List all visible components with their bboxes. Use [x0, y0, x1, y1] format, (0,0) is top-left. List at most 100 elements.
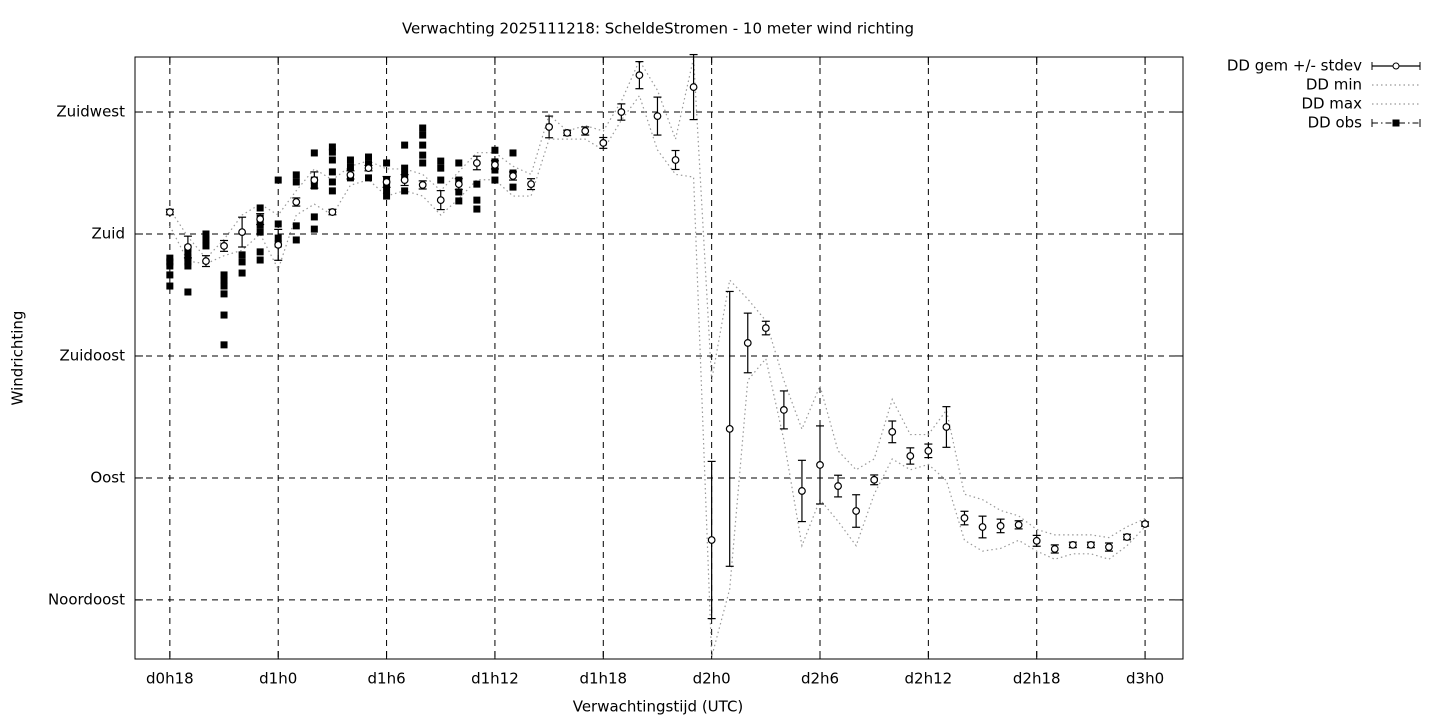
- mean-point: [238, 228, 246, 236]
- obs-point: [166, 254, 174, 262]
- obs-point: [274, 176, 282, 184]
- mean-point: [436, 196, 445, 205]
- obs-point: [202, 242, 210, 250]
- mean-point: [545, 123, 554, 131]
- mean-point: [725, 424, 734, 433]
- mean-point: [202, 257, 210, 265]
- obs-point: [220, 271, 228, 279]
- obs-point: [202, 236, 210, 244]
- obs-point: [310, 225, 318, 233]
- obs-point: [220, 341, 228, 349]
- obs-point: [238, 258, 246, 266]
- obs-point: [437, 176, 445, 184]
- mean-point: [743, 339, 752, 347]
- mean-point: [400, 176, 409, 184]
- mean-point: [798, 487, 806, 495]
- obs-point: [401, 141, 409, 149]
- mean-point: [906, 452, 915, 460]
- obs-point: [383, 159, 391, 167]
- obs-point: [328, 168, 336, 176]
- legend-label: DD obs: [1308, 114, 1363, 132]
- obs-point: [256, 248, 264, 256]
- obs-point: [328, 148, 336, 156]
- mean-point: [816, 461, 824, 469]
- obs-point: [328, 156, 336, 164]
- obs-point: [256, 256, 264, 264]
- mean-point: [924, 446, 933, 455]
- mean-point: [1014, 520, 1023, 529]
- obs-point: [419, 124, 427, 132]
- mean-point: [364, 164, 373, 173]
- mean-point: [960, 514, 969, 522]
- obs-point: [238, 269, 246, 277]
- y-tick-label: Zuidwest: [56, 103, 125, 121]
- mean-point: [256, 215, 265, 223]
- mean-point: [689, 83, 698, 91]
- mean-point: [1105, 543, 1113, 551]
- chart-title: Verwachting 2025111218: ScheldeStromen -…: [402, 20, 914, 38]
- obs-point: [310, 149, 318, 157]
- obs-point: [419, 141, 427, 149]
- obs-point: [383, 192, 391, 200]
- mean-point: [1068, 540, 1077, 549]
- mean-point: [472, 159, 481, 167]
- mean-point: [888, 427, 897, 436]
- obs-point: [220, 290, 228, 298]
- obs-point: [220, 282, 228, 290]
- mean-point: [527, 180, 535, 189]
- obs-point: [220, 311, 228, 319]
- x-tick-label: d2h12: [905, 670, 953, 688]
- mean-point: [454, 180, 463, 189]
- obs-point: [328, 143, 336, 151]
- mean-point: [1050, 545, 1059, 553]
- mean-point: [1086, 540, 1095, 549]
- mean-point: [599, 139, 608, 147]
- mean-point: [165, 208, 174, 216]
- mean-point: [1032, 536, 1041, 545]
- obs-point: [491, 166, 499, 174]
- obs-point: [419, 151, 427, 159]
- obs-point: [328, 187, 336, 195]
- obs-point: [184, 288, 192, 296]
- mean-point: [978, 523, 987, 531]
- obs-point: [256, 228, 264, 236]
- obs-point: [166, 271, 174, 279]
- obs-point: [292, 236, 300, 244]
- obs-point: [202, 230, 210, 238]
- obs-point: [455, 188, 463, 196]
- obs-point: [473, 180, 481, 188]
- obs-point: [184, 258, 192, 266]
- obs-point: [238, 251, 246, 259]
- y-tick-label: Oost: [90, 468, 125, 486]
- obs-point: [365, 153, 373, 161]
- mean-point: [1141, 520, 1149, 528]
- mean-point: [834, 482, 842, 490]
- legend-sample: [1392, 119, 1400, 127]
- mean-point: [184, 243, 192, 251]
- mean-point: [1123, 533, 1131, 541]
- obs-point: [509, 183, 517, 191]
- obs-point: [166, 262, 174, 270]
- obs-point: [220, 276, 228, 284]
- obs-point: [346, 163, 354, 171]
- x-tick-label: d2h0: [693, 670, 731, 688]
- mean-point: [418, 181, 427, 189]
- x-tick-label: d1h6: [368, 670, 406, 688]
- mean-point: [653, 112, 662, 120]
- obs-point: [401, 187, 409, 195]
- mean-point: [942, 423, 951, 431]
- y-tick-label: Zuid: [92, 224, 125, 242]
- x-tick-label: d2h6: [801, 670, 839, 688]
- mean-point: [617, 108, 626, 116]
- mean-point: [310, 176, 319, 184]
- obs-point: [346, 156, 354, 164]
- obs-point: [437, 164, 445, 172]
- obs-point: [292, 178, 300, 186]
- obs-point: [383, 186, 391, 194]
- plot-frame: [134, 56, 1184, 660]
- obs-point: [491, 146, 499, 154]
- obs-point: [166, 258, 174, 266]
